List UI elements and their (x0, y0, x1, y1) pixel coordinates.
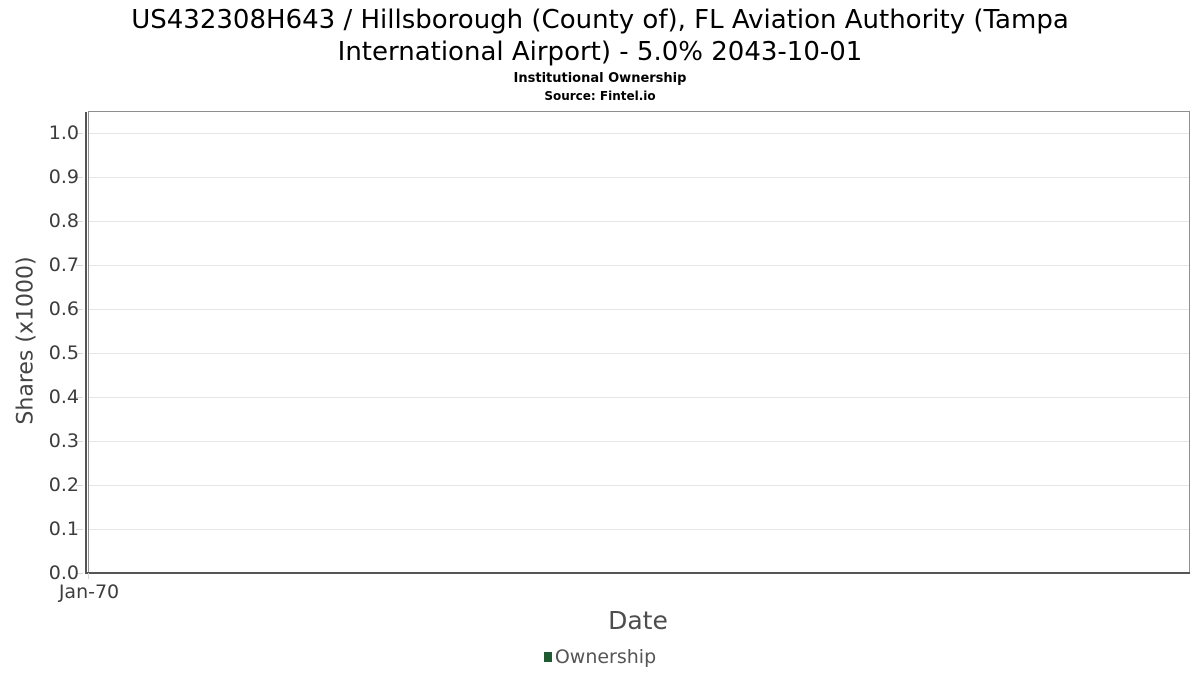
legend-swatch-icon (543, 652, 552, 662)
y-tick-label: 0.1 (48, 518, 79, 540)
y-tick-label: 0.3 (48, 430, 79, 452)
y-tick-label: 0.6 (48, 298, 79, 320)
gridline (89, 309, 1189, 310)
y-tick-label: 0.8 (48, 210, 79, 232)
gridline (89, 397, 1189, 398)
y-tick-label: 0.5 (48, 342, 79, 364)
gridline (89, 529, 1189, 530)
y-tick-label: 0.9 (48, 166, 79, 188)
gridline (89, 133, 1189, 134)
legend-label: Ownership (554, 646, 657, 668)
x-axis-title: Date (608, 606, 668, 635)
y-tick-label: 0.4 (48, 386, 79, 408)
y-tick-label: 1.0 (48, 122, 79, 144)
y-tick-mark (76, 177, 83, 178)
gridline (89, 485, 1189, 486)
chart-header: US432308H643 / Hillsborough (County of),… (0, 0, 1200, 103)
y-tick-mark (76, 397, 83, 398)
legend: Ownership (0, 646, 1200, 668)
gridline (89, 353, 1189, 354)
y-axis-line (85, 112, 87, 574)
x-tick-mark (88, 573, 89, 579)
x-axis-line (85, 572, 1190, 574)
y-tick-mark (76, 529, 83, 530)
legend-item-ownership[interactable]: Ownership (543, 646, 657, 668)
y-tick-mark (76, 485, 83, 486)
gridline (89, 265, 1189, 266)
chart-source-credit: Source: Fintel.io (544, 89, 656, 103)
y-tick-mark (76, 309, 83, 310)
y-tick-mark (76, 353, 83, 354)
plot-area: 0.0 0.1 0.2 0.3 0.4 0.5 0.6 0.7 0.8 0.9 1.0 Jan-70 (49, 111, 1190, 603)
y-tick-mark (76, 221, 83, 222)
y-tick-mark (76, 573, 83, 574)
gridline (89, 221, 1189, 222)
y-tick-label: 0.0 (48, 562, 79, 584)
y-tick-mark (76, 133, 83, 134)
y-tick-label: 0.7 (48, 254, 79, 276)
y-tick-mark (76, 441, 83, 442)
chart-subtitle: Institutional Ownership (513, 71, 687, 86)
x-tick-label: Jan-70 (58, 581, 120, 603)
gridline (89, 441, 1189, 442)
gridline (89, 177, 1189, 178)
y-tick-mark (76, 265, 83, 266)
chart-title: US432308H643 / Hillsborough (County of),… (131, 5, 1069, 67)
y-tick-label: 0.2 (48, 474, 79, 496)
